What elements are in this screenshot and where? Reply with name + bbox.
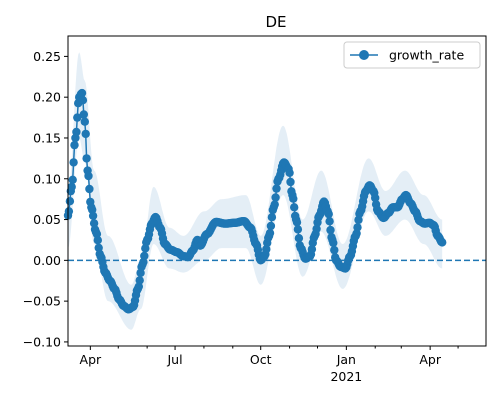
data-point: [65, 197, 75, 206]
data-point: [93, 236, 103, 245]
data-point: [134, 282, 143, 291]
data-point: [265, 228, 275, 238]
data-point: [294, 234, 304, 243]
data-point: [80, 117, 90, 126]
data-point: [140, 251, 149, 261]
legend-entry-growth-rate: growth_rate: [389, 48, 464, 63]
x-tick-label: Apr: [419, 352, 441, 367]
data-point: [330, 245, 339, 255]
y-tick-label: −0.10: [23, 334, 61, 349]
data-point: [73, 113, 82, 122]
data-point: [79, 110, 89, 119]
data-point: [85, 184, 94, 194]
data-point: [266, 221, 276, 231]
data-point: [68, 175, 77, 184]
legend: growth_rate: [343, 41, 481, 69]
data-point: [329, 238, 338, 248]
data-point: [353, 223, 362, 232]
data-point: [67, 182, 76, 192]
data-point: [307, 245, 317, 254]
data-point: [64, 207, 74, 216]
x-tick-sublabel: 2021: [330, 369, 362, 384]
data-point: [325, 217, 334, 226]
data-point: [371, 193, 380, 203]
y-tick-label: 0.15: [33, 130, 61, 145]
data-point: [326, 225, 335, 235]
data-point: [290, 203, 299, 212]
x-tick-label: Jul: [167, 352, 183, 367]
axes-layer: −0.10 −0.05 0.00 0.05 0.10 0.15 0.20 0.25 Apr Jul…: [23, 35, 487, 384]
data-point: [289, 194, 298, 203]
data-point: [270, 200, 279, 209]
legend-marker-swatch: [359, 50, 369, 60]
data-point: [70, 140, 79, 150]
data-point: [78, 96, 88, 105]
x-tick-label: Oct: [250, 352, 272, 367]
data-point: [292, 218, 302, 227]
y-tick-label: 0.05: [33, 212, 61, 227]
data-point: [312, 224, 321, 233]
data-point: [271, 193, 280, 202]
uncertainty-band: [68, 52, 443, 330]
data-point: [77, 88, 87, 98]
y-tick-label: −0.05: [23, 294, 61, 309]
data-point: [81, 129, 90, 139]
data-point: [354, 215, 363, 225]
data-point: [324, 209, 333, 219]
data-point: [82, 154, 91, 163]
data-point: [89, 219, 99, 228]
data-point: [285, 168, 294, 177]
series-layer: [63, 88, 447, 314]
data-point: [293, 225, 303, 234]
x-tick-label: Jan: [336, 352, 356, 367]
data-point: [272, 184, 281, 193]
data-point: [262, 245, 271, 254]
legend-frame: [343, 41, 481, 69]
uncertainty-band-layer: [68, 52, 443, 330]
data-point: [72, 127, 81, 137]
y-tick-label: 0.00: [33, 253, 61, 268]
data-point: [267, 213, 277, 222]
plot-frame: [67, 35, 487, 347]
chart-title: DE: [265, 13, 286, 31]
y-tick-label: 0.10: [33, 171, 61, 186]
data-point: [135, 276, 144, 285]
data-point: [69, 158, 78, 167]
y-tick-label: 0.25: [33, 49, 61, 64]
data-point: [84, 171, 93, 181]
data-point: [438, 238, 447, 247]
x-tick-label: Apr: [80, 352, 102, 367]
data-point: [88, 211, 98, 220]
data-point: [286, 177, 295, 187]
y-tick-label: 0.20: [33, 90, 61, 105]
